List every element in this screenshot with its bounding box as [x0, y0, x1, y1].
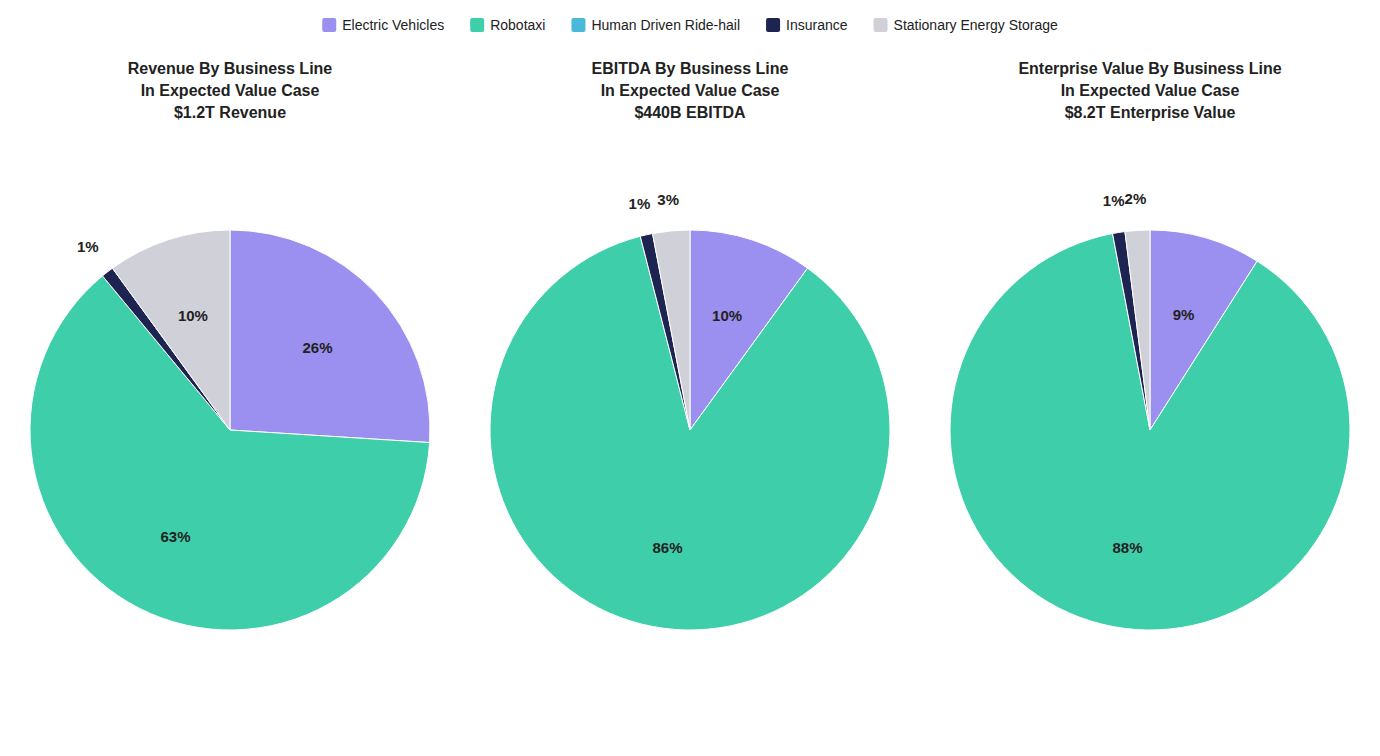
legend-item: Insurance — [766, 17, 848, 33]
legend-label: Stationary Energy Storage — [894, 17, 1058, 33]
pie-chart: Revenue By Business LineIn Expected Valu… — [30, 60, 430, 630]
data-label: 9% — [1173, 306, 1195, 323]
legend-item: Human Driven Ride-hail — [571, 17, 740, 33]
legend-label: Electric Vehicles — [342, 17, 444, 33]
data-label: 88% — [1112, 539, 1142, 556]
legend-swatch — [470, 18, 484, 32]
pie-slice — [1125, 230, 1150, 430]
legend-swatch — [571, 18, 585, 32]
pie-chart: EBITDA By Business LineIn Expected Value… — [490, 60, 890, 630]
legend-item: Robotaxi — [470, 17, 545, 33]
chart-title: EBITDA By Business LineIn Expected Value… — [592, 60, 789, 121]
legend-label: Insurance — [786, 17, 848, 33]
data-label: 10% — [178, 307, 208, 324]
chart-title: Enterprise Value By Business LineIn Expe… — [1018, 60, 1281, 121]
legend-swatch — [874, 18, 888, 32]
data-label: 3% — [657, 191, 679, 208]
data-label: 1% — [77, 238, 99, 255]
data-label: 86% — [652, 539, 682, 556]
data-label: 63% — [161, 528, 191, 545]
pie-chart: Enterprise Value By Business LineIn Expe… — [950, 60, 1350, 630]
pie-slice — [230, 230, 430, 443]
legend-swatch — [766, 18, 780, 32]
pie-slice — [653, 230, 690, 430]
slices — [950, 230, 1350, 630]
data-label: 2% — [1125, 190, 1147, 207]
data-label: 1% — [1103, 192, 1125, 209]
data-label: 26% — [302, 339, 332, 356]
legend-label: Human Driven Ride-hail — [591, 17, 740, 33]
legend-item: Electric Vehicles — [322, 17, 444, 33]
chart-title: Revenue By Business LineIn Expected Valu… — [128, 60, 333, 121]
data-label: 1% — [629, 195, 651, 212]
chart-root: Revenue By Business LineIn Expected Valu… — [0, 0, 1380, 756]
slices — [30, 230, 430, 630]
pie-slice — [112, 230, 230, 430]
data-label: 10% — [712, 307, 742, 324]
legend: Electric Vehicles Robotaxi Human Driven Ri… — [322, 17, 1058, 33]
data-labels: 9% 88% 1%2% — [1103, 190, 1194, 556]
slices — [490, 230, 890, 630]
legend-item: Stationary Energy Storage — [874, 17, 1058, 33]
legend-swatch — [322, 18, 336, 32]
data-labels: 26% 63% 1% 10% — [77, 238, 333, 545]
data-labels: 10% 86% 1% 3% — [629, 191, 743, 557]
legend-label: Robotaxi — [490, 17, 545, 33]
